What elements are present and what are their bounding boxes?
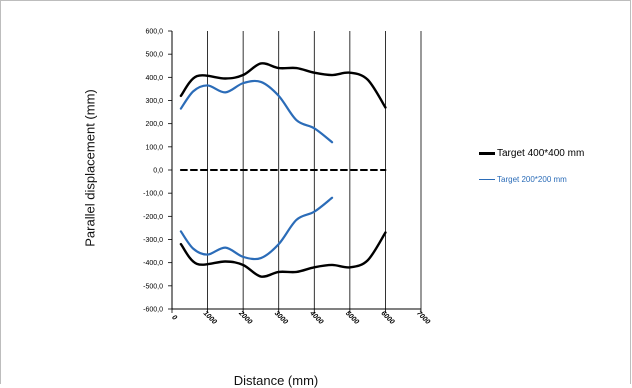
series-line-target-200 [179, 79, 334, 144]
x-tick-label: 6000 [380, 310, 396, 326]
y-tick-label: 600,0 [145, 29, 163, 36]
x-tick-label: 3000 [273, 310, 289, 326]
legend-item-target-400: Target 400*400 mm [479, 140, 584, 166]
y-tick-label: 500,0 [145, 52, 163, 59]
x-tick-label: 4000 [308, 309, 325, 326]
legend-swatch-blue [479, 178, 495, 180]
y-tick-label: -500,0 [143, 283, 163, 290]
x-tick-label: 0 [170, 314, 178, 322]
y-tick-label: -100,0 [143, 191, 163, 198]
y-tick-label: -300,0 [143, 237, 163, 244]
x-tick-label: 7000 [415, 310, 431, 326]
series-line-target-400 [179, 231, 387, 278]
y-tick-label: -200,0 [143, 214, 163, 221]
series-line-target-200 [179, 196, 334, 261]
y-tick-label: -600,0 [143, 307, 163, 314]
series-line-target-400 [179, 62, 387, 109]
legend-item-target-200: Target 200*200 mm [479, 166, 584, 192]
x-tick-label: 2000 [237, 309, 254, 326]
y-tick-label: 400,0 [145, 75, 163, 82]
y-tick-label: 200,0 [145, 121, 163, 128]
y-tick-label: 300,0 [145, 98, 163, 105]
x-tick-label: 1000 [202, 310, 218, 326]
y-axis-label: Parallel displacement (mm) [82, 89, 98, 247]
y-tick-label: 100,0 [145, 144, 163, 151]
x-axis-label: Distance (mm) [233, 373, 319, 388]
y-tick-label: -400,0 [143, 260, 163, 267]
legend-swatch-black [479, 151, 495, 155]
legend-label: Target 200*200 mm [497, 174, 567, 184]
legend: Target 400*400 mm Target 200*200 mm [479, 140, 584, 192]
legend-label: Target 400*400 mm [497, 147, 585, 159]
x-tick-label: 5000 [344, 310, 360, 326]
y-tick-label: 0,0 [153, 168, 163, 175]
